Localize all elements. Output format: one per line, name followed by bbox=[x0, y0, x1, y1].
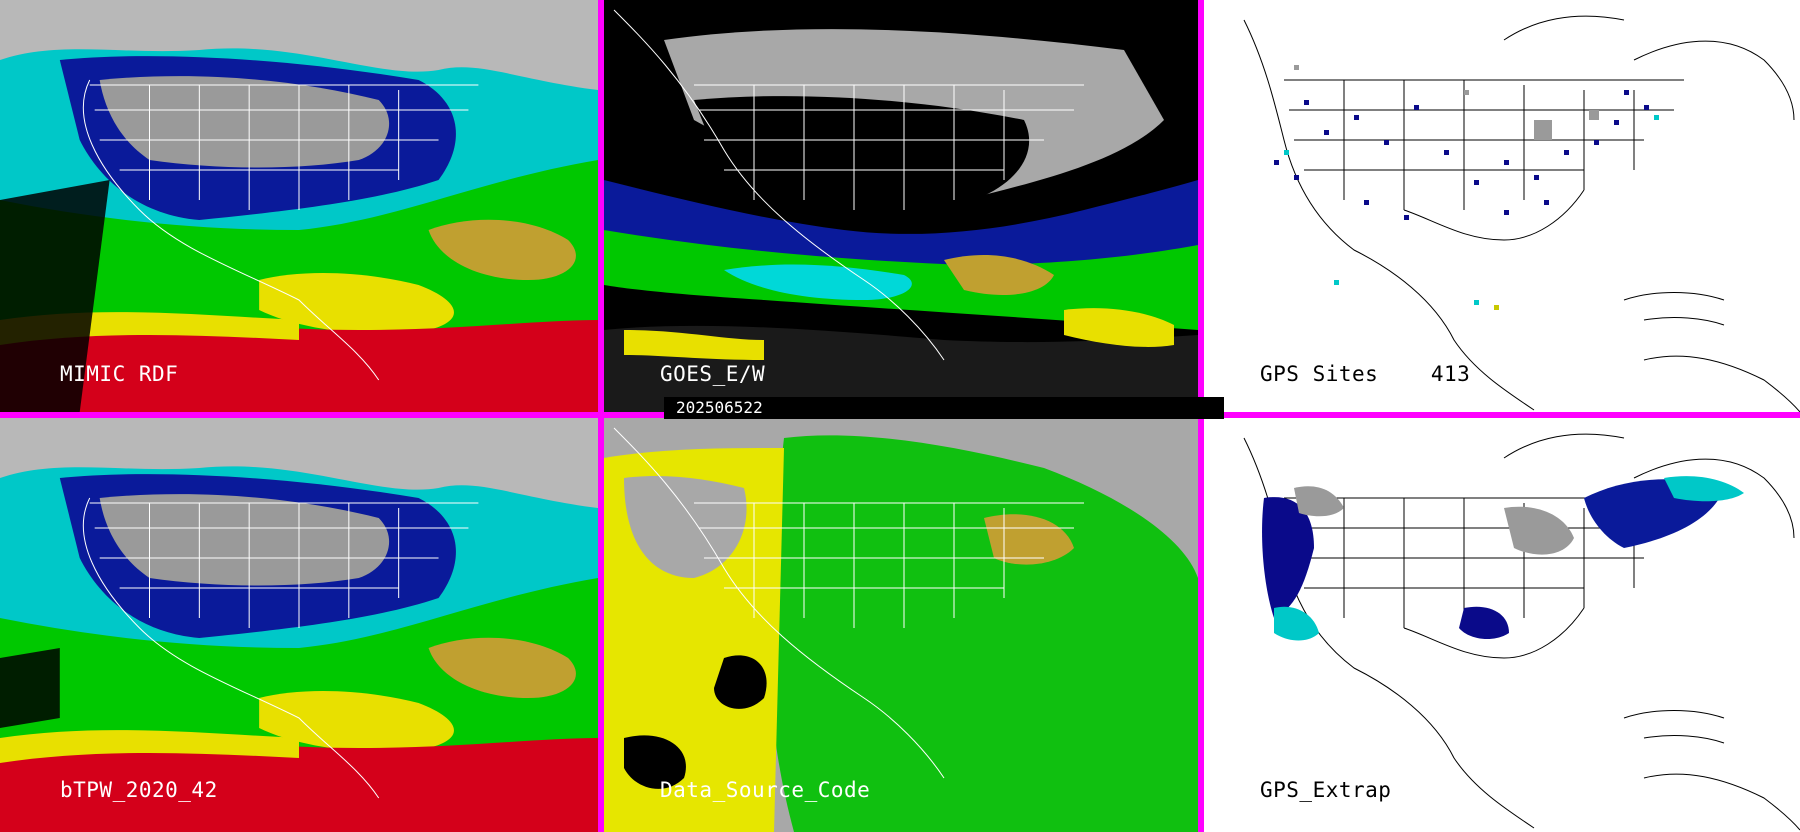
gps-extrap-panel: GPS_Extrap bbox=[1204, 418, 1800, 832]
data-source-map bbox=[604, 418, 1198, 832]
mimic-rdf-map bbox=[0, 0, 598, 412]
panel-label: GOES_E/W bbox=[660, 362, 766, 386]
mimic-rdf-panel: MIMIC RDF bbox=[0, 0, 598, 412]
data-source-panel: Data_Source_Code bbox=[604, 418, 1198, 832]
panel-label: MIMIC RDF bbox=[60, 362, 179, 386]
goes-map bbox=[604, 0, 1198, 412]
panel-label: bTPW_2020_42 bbox=[60, 778, 218, 802]
panel-label: Data_Source_Code bbox=[660, 778, 871, 802]
goes-panel: GOES_E/W bbox=[604, 0, 1198, 412]
gps-sites-map bbox=[1243, 15, 1800, 412]
gps-extrap-map bbox=[1243, 433, 1800, 831]
btpw-map bbox=[0, 418, 598, 832]
panel-label: GPS Sites 413 bbox=[1260, 362, 1471, 386]
btpw-panel: bTPW_2020_42 bbox=[0, 418, 598, 832]
timestamp-bar: 202506522 bbox=[664, 397, 1224, 419]
panel-label: GPS_Extrap bbox=[1260, 778, 1392, 802]
gps-sites-panel: GPS Sites 413 bbox=[1204, 0, 1800, 412]
